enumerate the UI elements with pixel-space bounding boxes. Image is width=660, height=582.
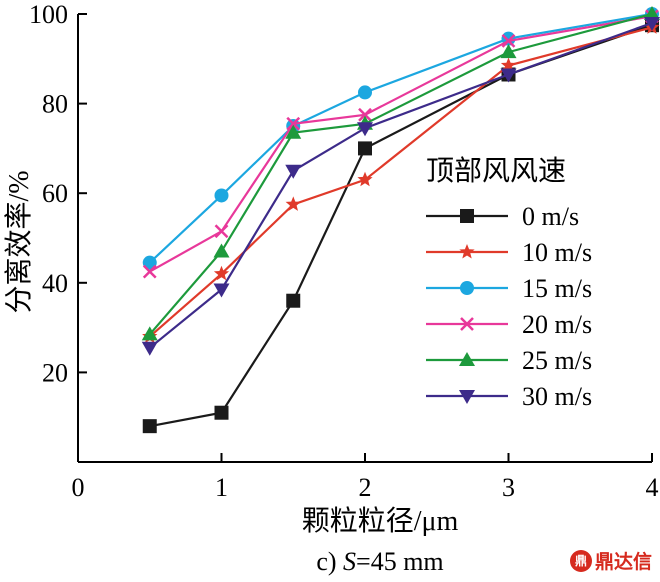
- data-point: [142, 419, 157, 434]
- x-tick-label: 2: [359, 473, 372, 502]
- data-point: [213, 243, 230, 258]
- legend: 顶部风风速 0 m/s 10 m/s 15 m/s 20 m/s 25 m/s 30 m/s: [426, 155, 592, 411]
- y-axis-label: 分离效率/%: [3, 170, 35, 313]
- legend-marker: [459, 390, 475, 404]
- x-tick-label: 3: [502, 473, 515, 502]
- legend-item: 25 m/s: [426, 346, 592, 375]
- legend-marker: [459, 352, 475, 366]
- x-axis-label: 颗粒粒径/μm: [302, 505, 459, 537]
- legend-label: 0 m/s: [522, 202, 579, 231]
- series-20-m-s: [142, 9, 659, 279]
- y-tick-label: 100: [29, 0, 68, 29]
- legend-item: 0 m/s: [426, 202, 579, 231]
- legend-label: 20 m/s: [522, 310, 592, 339]
- data-point: [214, 224, 229, 239]
- data-point: [358, 107, 372, 122]
- plot-area: [141, 6, 660, 434]
- data-point: [357, 171, 373, 187]
- legend-marker: [459, 244, 475, 259]
- data-point: [142, 255, 157, 270]
- data-point: [213, 283, 230, 298]
- data-point: [285, 124, 302, 139]
- data-point: [141, 341, 158, 356]
- x-tick-label: 0: [72, 473, 85, 502]
- legend-item: 15 m/s: [426, 274, 592, 303]
- y-tick-label: 60: [42, 179, 68, 208]
- legend-marker: [460, 281, 474, 295]
- series-line: [148, 12, 653, 336]
- legend-label: 10 m/s: [522, 238, 592, 267]
- legend-item: 20 m/s: [426, 310, 592, 339]
- series-line: [149, 12, 653, 264]
- y-tick-label: 80: [42, 90, 68, 119]
- data-point: [644, 16, 660, 31]
- legend-title: 顶部风风速: [426, 155, 566, 187]
- watermark: 鼎 鼎达信: [569, 547, 652, 574]
- data-point: [213, 265, 230, 281]
- data-point: [214, 188, 229, 203]
- data-point: [500, 57, 517, 72]
- legend-label: 15 m/s: [522, 274, 592, 303]
- x-tick-label: 1: [215, 473, 228, 502]
- data-point: [357, 122, 373, 137]
- legend-marker: [460, 209, 474, 223]
- data-point: [500, 44, 517, 59]
- data-point: [285, 196, 301, 211]
- labels: 颗粒粒径/μm 分离效率/% c) S=45 mm: [3, 170, 459, 576]
- series-line: [149, 26, 653, 338]
- y-tick-label: 40: [42, 269, 68, 298]
- data-point: [142, 264, 157, 279]
- data-point: [214, 405, 229, 420]
- legend-label: 25 m/s: [522, 346, 592, 375]
- series-line: [149, 21, 653, 349]
- x-tick-label: 4: [646, 473, 659, 502]
- watermark-logo-icon: 鼎: [569, 549, 592, 572]
- data-point: [358, 85, 372, 100]
- series-30-m-s: [141, 16, 660, 356]
- data-point: [141, 326, 158, 341]
- series-line: [149, 15, 653, 273]
- chart-caption: c) S=45 mm: [316, 547, 443, 576]
- data-point: [285, 164, 302, 179]
- legend-item: 10 m/s: [426, 238, 592, 267]
- data-point: [358, 141, 372, 156]
- legend-label: 30 m/s: [522, 382, 592, 411]
- data-point: [501, 33, 516, 48]
- y-tick-label: 20: [42, 358, 68, 387]
- data-point: [286, 116, 301, 131]
- legend-item: 30 m/s: [426, 382, 592, 411]
- data-point: [644, 6, 660, 20]
- data-point: [286, 293, 301, 308]
- legend-marker: [460, 317, 474, 331]
- watermark-text: 鼎达信: [594, 551, 652, 573]
- series-25-m-s: [141, 6, 660, 341]
- data-point: [500, 68, 517, 83]
- axes: 0 1 2 3 4 20 40 60 80 100: [29, 0, 659, 502]
